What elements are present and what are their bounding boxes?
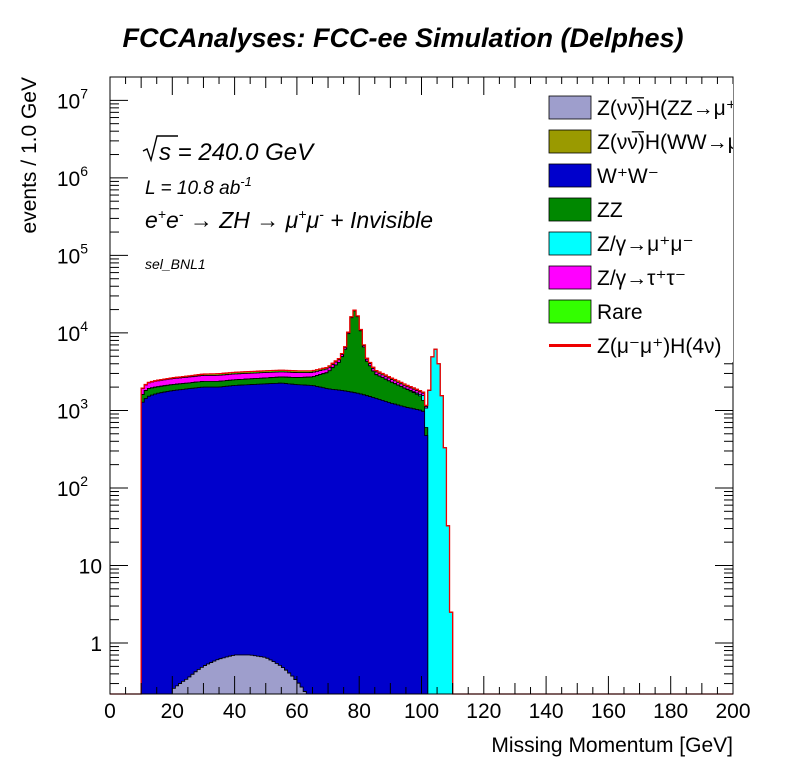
legend-entry-label: Rare [597,301,643,324]
legend-entry-label: Z(νν̅)H(WW→μ⁺νμ [597,131,773,154]
legend-entry-label: Z(νν̅)H(ZZ→μ⁺μ⁻ν⁺ [597,97,782,120]
sqrt-s-annotation: s = 240.0 GeV [159,139,315,166]
y-tick-label: 104 [57,318,88,346]
x-tick-label: 100 [404,700,439,723]
legend-entry-label: Z(μ⁻μ⁺)H(4ν) [597,335,722,358]
x-tick-label: 0 [104,700,116,723]
legend-swatch [548,299,592,324]
legend-swatch [548,265,592,290]
legend-entry-label: ZZ [597,199,623,222]
y-axis-label: events / 1.0 GeV [18,77,41,233]
annotations: s = 240.0 GeV L = 10.8 ab-1 e+e- → ZH → μ+… [142,135,433,272]
legend-swatch [548,197,592,222]
y-tick-label: 103 [57,395,88,423]
sqrt-sign-icon [142,135,178,163]
legend-swatch [548,95,592,120]
x-tick-label: 120 [466,700,501,723]
process-annotation: e+e- → ZH → μ+μ- + Invisible [145,206,433,233]
y-tick-label: 107 [57,85,88,113]
legend-entry-label: W⁺W⁻ [597,165,659,188]
y-tick-label: 10 [79,555,102,578]
x-tick-label: 80 [348,700,371,723]
legend-swatch [548,129,592,154]
chart-title: FCCAnalyses: FCC-ee Simulation (Delphes) [122,23,683,53]
legend-entry-label: Z/γ→τ⁺τ⁻ [597,267,686,290]
x-tick-label: 40 [223,700,246,723]
x-tick-label: 140 [529,700,564,723]
legend-swatch [548,231,592,256]
x-tick-label: 200 [715,700,750,723]
y-tick-label: 106 [57,163,88,191]
legend-entry-label: Z/γ→μ⁺μ⁻ [597,233,694,256]
y-tick-label: 102 [57,473,88,501]
x-tick-label: 160 [591,700,626,723]
y-tick-label: 105 [57,240,88,268]
legend: Z(νν̅)H(ZZ→μ⁺μ⁻ν⁺ Z(νν̅)H(WW→μ⁺νμ W⁺W⁻ ZZ Z/… [540,84,782,362]
lumi-annotation: L = 10.8 ab-1 [145,174,252,199]
x-tick-label: 180 [653,700,688,723]
x-axis-label: Missing Momentum [GeV] [491,734,733,757]
x-tick-label: 20 [161,700,184,723]
x-tick-label: 60 [285,700,308,723]
legend-swatch [548,163,592,188]
y-tick-label: 1 [90,633,102,656]
selection-annotation: sel_BNL1 [145,256,206,272]
